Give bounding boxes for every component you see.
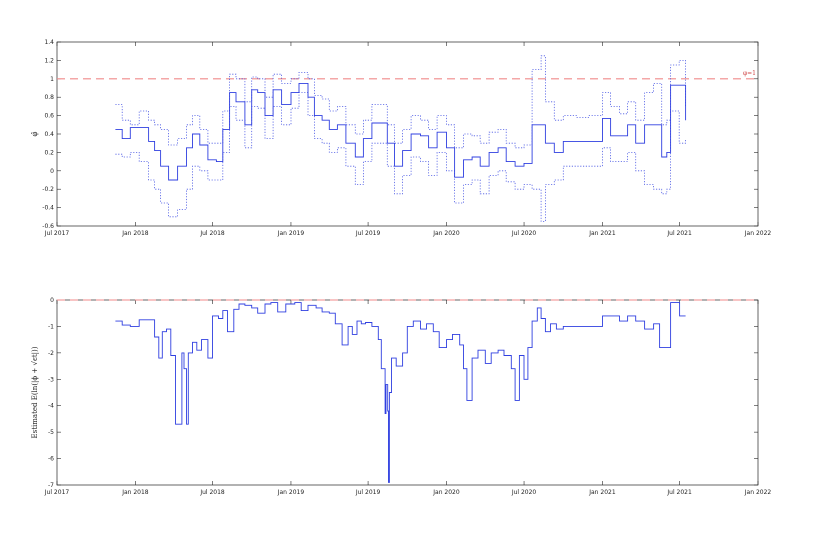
y-tick-label: -0.4 [42,205,54,212]
x-tick-label: Jan 2021 [588,489,616,496]
x-tick-label: Jan 2019 [277,489,305,496]
x-tick-label: Jul 2020 [511,230,537,237]
y-tick-label: -0.2 [42,186,54,193]
x-tick-label: Jul 2017 [44,230,70,237]
y-tick-label: -0.6 [42,223,54,230]
confidence-band-line [115,92,686,222]
y-tick-label: 0.4 [44,131,54,138]
confidence-band-line [115,55,686,149]
y-tick-label: -3 [48,376,54,383]
y-tick-label: -7 [48,482,54,489]
x-tick-label: Jul 2018 [199,230,225,237]
series-line [115,82,687,181]
x-tick-label: Jul 2020 [511,489,537,496]
y-tick-label: 0 [50,297,54,304]
y-axis-label: φ̂ [30,131,39,136]
y-tick-label: -2 [48,350,54,357]
x-tick-label: Jul 2021 [666,230,692,237]
y-axis-label: Estimated E(ln(|ϕ + √ϵt|)) [31,346,39,438]
x-tick-label: Jul 2018 [199,489,225,496]
y-tick-label: 1.2 [44,57,54,64]
y-tick-label: 0.2 [44,149,54,156]
reference-line-label: φ=1 [743,70,756,77]
y-tick-label: -6 [48,456,54,463]
series-line [115,302,686,483]
x-tick-label: Jan 2018 [121,489,149,496]
y-tick-label: -4 [48,403,54,410]
chart-panel-2: -7 -6 -5 -4 -3 -2 -1 0 Jul 2017 Jan 2018 Jul 2018 J… [31,297,771,496]
x-tick-label: Jan 2019 [277,230,305,237]
x-tick-label: Jul 2017 [44,489,70,496]
y-tick-label: -5 [48,429,54,436]
chart-panel-1: -0.6 -0.4 -0.2 0 0.2 0.4 0.6 0.8 1 1.2 1.4 Jul 2017… [30,39,771,237]
x-tick-label: Jan 2020 [432,230,460,237]
x-tick-label: Jul 2019 [355,489,381,496]
y-tick-label: 1 [50,76,54,83]
y-tick-label: 1.4 [44,39,54,46]
y-tick-label: 0.8 [44,94,54,101]
y-tick-label: 0 [50,168,54,175]
x-tick-label: Jul 2019 [355,230,381,237]
y-tick-label: 0.6 [44,113,54,120]
x-tick-label: Jan 2018 [121,230,149,237]
x-tick-label: Jan 2022 [744,489,772,496]
y-tick-label: -1 [48,323,54,330]
x-tick-label: Jan 2022 [744,230,772,237]
x-tick-label: Jan 2020 [432,489,460,496]
plot-frame [56,41,759,227]
plot-frame [56,299,759,486]
x-tick-label: Jul 2021 [666,489,692,496]
x-tick-label: Jan 2021 [588,230,616,237]
